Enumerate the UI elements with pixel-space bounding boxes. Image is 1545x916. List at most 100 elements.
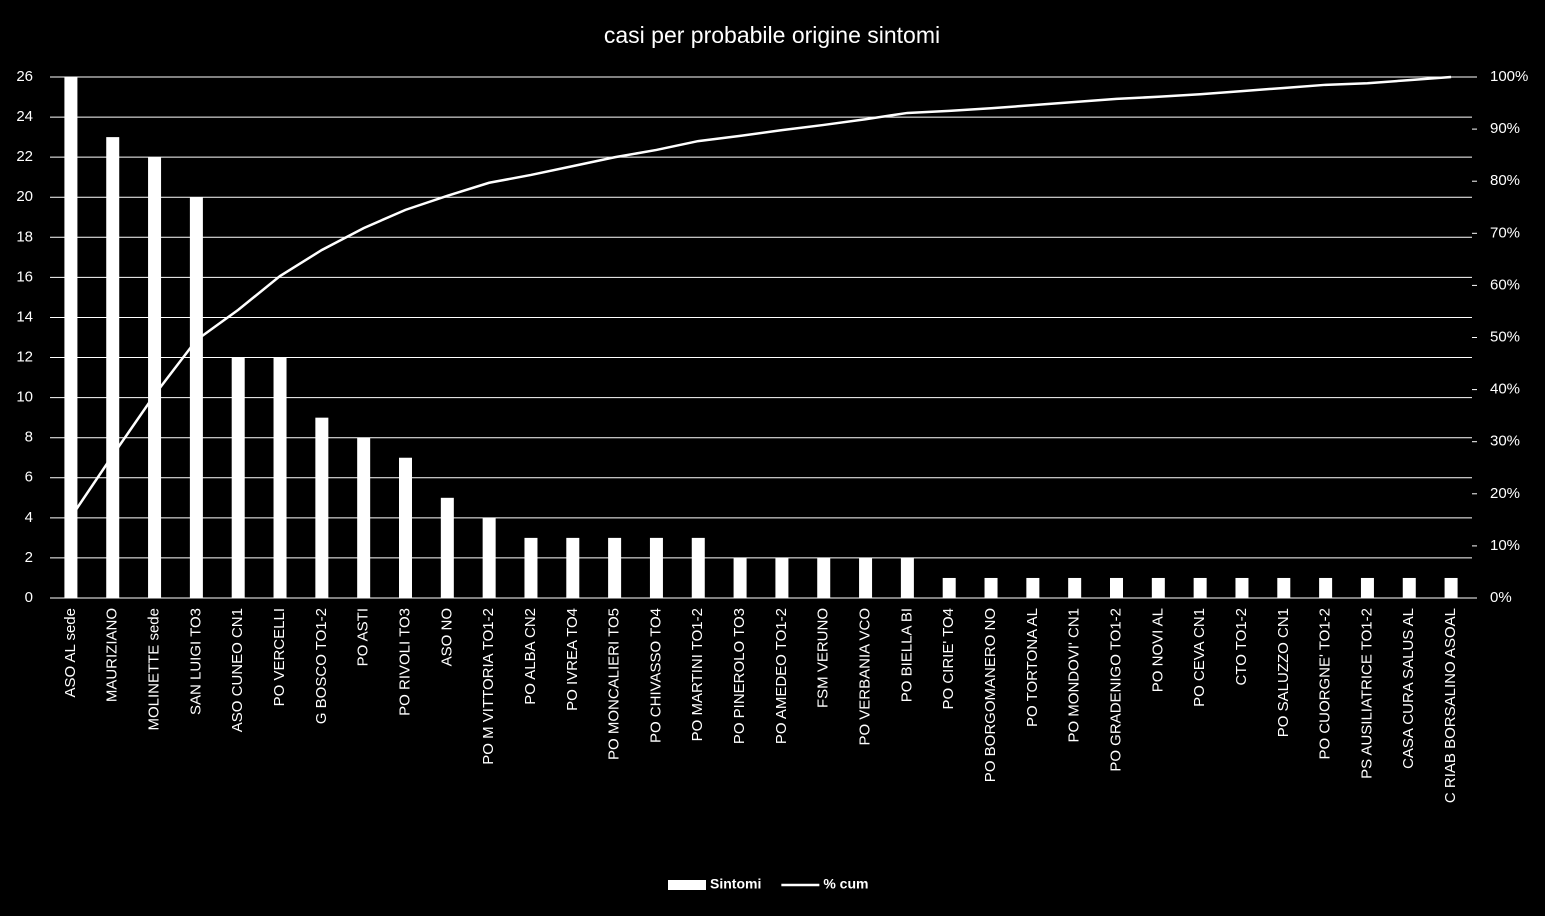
y2-tick-label: 50% [1490, 328, 1520, 345]
bar [900, 557, 914, 598]
x-tick-label: PO VERCELLI [271, 608, 288, 706]
bar [649, 537, 663, 598]
legend-swatch [668, 880, 706, 890]
y2-tick-label: 90% [1490, 120, 1520, 137]
y-tick-label: 26 [16, 68, 33, 85]
y2-tick-label: 100% [1490, 68, 1528, 85]
y-tick-label: 14 [16, 308, 33, 325]
x-tick-label: PO BORGOMANERO NO [982, 608, 999, 782]
y-tick-label: 16 [16, 268, 33, 285]
bar [524, 537, 538, 598]
y2-tick-label: 30% [1490, 433, 1520, 450]
x-tick-label: PO MARTINI TO1-2 [689, 608, 706, 741]
x-tick-label: PO BIELLA BI [898, 608, 915, 702]
x-tick-label: ASO CUNEO CN1 [229, 608, 246, 732]
x-tick-label: PO AMEDEO TO1-2 [773, 608, 790, 744]
x-tick-label: SAN LUIGI TO3 [187, 608, 204, 715]
y-tick-label: 4 [25, 509, 33, 526]
bar [189, 197, 203, 598]
x-tick-label: PO ALBA CN2 [522, 608, 539, 705]
y2-tick-label: 70% [1490, 224, 1520, 241]
x-tick-label: MAURIZIANO [104, 608, 121, 702]
x-tick-label: C RIAB BORSALINO ASOAL [1442, 608, 1459, 803]
bar [942, 577, 956, 598]
bar [859, 557, 873, 598]
bar [608, 537, 622, 598]
chart-title: casi per probabile origine sintomi [604, 22, 940, 48]
x-tick-label: PO CEVA CN1 [1191, 608, 1208, 707]
y-tick-label: 2 [25, 549, 33, 566]
bar [273, 357, 287, 598]
bar [106, 137, 120, 598]
bar [1235, 577, 1249, 598]
y2-tick-label: 20% [1490, 485, 1520, 502]
x-tick-label: CASA CURA SALUS AL [1400, 608, 1417, 769]
y-tick-label: 24 [16, 108, 33, 125]
x-tick-label: PO CHIVASSO TO4 [647, 608, 664, 743]
x-tick-label: PO RIVOLI TO3 [396, 608, 413, 716]
bar [775, 557, 789, 598]
y-tick-label: 22 [16, 148, 33, 165]
y-tick-label: 12 [16, 349, 33, 366]
bar [1444, 577, 1458, 598]
bar [1360, 577, 1374, 598]
x-tick-label: MOLINETTE sede [146, 608, 163, 731]
y-tick-label: 10 [16, 389, 33, 406]
bar [1068, 577, 1082, 598]
bar [733, 557, 747, 598]
bar [1319, 577, 1333, 598]
x-tick-label: FSM VERUNO [815, 608, 832, 708]
x-tick-label: PO GRADENIGO TO1-2 [1107, 608, 1124, 772]
bar [440, 497, 454, 598]
y2-tick-label: 60% [1490, 276, 1520, 293]
bar [1277, 577, 1291, 598]
x-tick-label: PO CUORGNE' TO1-2 [1317, 608, 1334, 760]
bar [691, 537, 705, 598]
bar [482, 517, 496, 598]
bar [1110, 577, 1123, 598]
legend-label: % cum [823, 876, 868, 892]
x-tick-label: PO SALUZZO CN1 [1275, 608, 1292, 737]
x-tick-label: PO MONCALIERI TO5 [606, 608, 623, 760]
x-tick-label: PS AUSILIATRICE TO1-2 [1358, 608, 1375, 779]
y-tick-label: 8 [25, 429, 33, 446]
y2-tick-label: 80% [1490, 172, 1520, 189]
x-tick-label: PO IVREA TO4 [564, 608, 581, 711]
x-tick-label: PO M VITTORIA TO1-2 [480, 608, 497, 765]
x-tick-label: PO ASTI [355, 608, 372, 666]
bar [399, 457, 412, 598]
y-tick-label: 6 [25, 469, 33, 486]
x-tick-label: PO NOVI AL [1149, 608, 1166, 692]
bar [1151, 577, 1165, 598]
x-tick-label: PO TORTONA AL [1024, 608, 1041, 727]
x-tick-label: PO PINEROLO TO3 [731, 608, 748, 744]
bar [566, 537, 580, 598]
bar [1193, 577, 1207, 598]
x-tick-label: G BOSCO TO1-2 [313, 608, 330, 724]
bar [984, 577, 998, 598]
y-tick-label: 20 [16, 188, 33, 205]
y2-tick-label: 0% [1490, 589, 1512, 606]
x-tick-label: CTO TO1-2 [1233, 608, 1250, 686]
x-tick-label: ASO AL sede [62, 608, 79, 698]
bar [148, 157, 162, 598]
y2-tick-label: 40% [1490, 381, 1520, 398]
bar [64, 77, 78, 598]
legend-label: Sintomi [710, 876, 761, 892]
bar [357, 437, 371, 598]
cumulative-line [69, 75, 1452, 518]
y-tick-label: 18 [16, 228, 33, 245]
x-tick-label: PO CIRIE' TO4 [940, 608, 957, 710]
y-tick-label: 0 [25, 589, 33, 606]
bar [315, 417, 329, 598]
bar [231, 357, 245, 598]
y2-tick-label: 10% [1490, 537, 1520, 554]
x-tick-label: PO VERBANIA VCO [857, 608, 874, 746]
bar [817, 557, 831, 598]
x-tick-label: PO MONDOVI' CN1 [1066, 608, 1083, 743]
bar [1026, 577, 1040, 598]
x-tick-label: ASO NO [438, 608, 455, 666]
bar [1402, 577, 1416, 598]
